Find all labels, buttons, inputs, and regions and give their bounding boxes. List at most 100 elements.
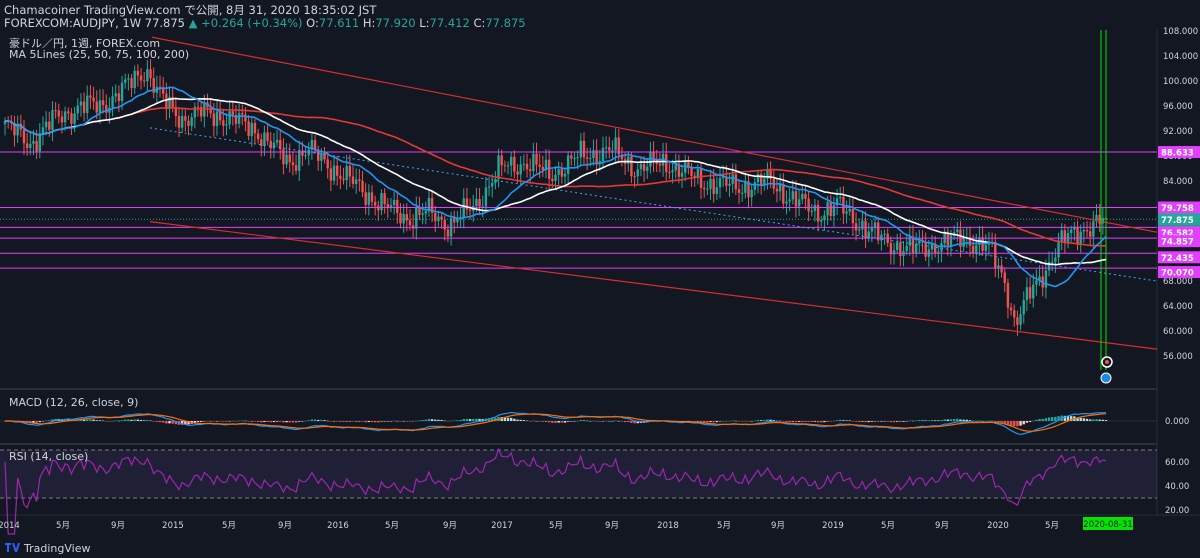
macd-histogram-bar [864,421,867,423]
macd-histogram-bar [1022,421,1025,425]
candle [766,162,769,190]
candle [377,200,380,221]
macd-histogram-bar [522,420,526,421]
macd-histogram-bar [399,421,402,422]
macd-histogram-bar [475,418,478,421]
candle [275,129,279,147]
macd-histogram-bar [1016,421,1019,427]
time-tick-label: 5月 [549,521,563,531]
candle [105,94,108,119]
macd-histogram-bar [994,421,997,422]
candle [516,164,519,183]
candle [120,75,124,110]
macd-histogram-bar [914,420,918,421]
rsi-tick-label: 20.00 [1165,506,1189,516]
candle [158,75,162,98]
candle [990,232,994,248]
candle [149,59,152,88]
macd-histogram-bar [459,420,462,421]
candle [1054,248,1057,273]
macd-histogram-bar [304,420,307,422]
macd-histogram-bar [813,421,817,422]
candle [782,173,785,209]
macd-histogram-bar [133,419,136,421]
candle [1019,306,1022,331]
macd-histogram-bar [532,420,535,422]
macd-histogram-bar [886,421,889,422]
candle [658,152,662,173]
price-badge-label: 77.875 [1161,216,1194,226]
symbol-name[interactable]: FOREXCOM:AUDJPY, 1W [4,16,142,30]
candle [41,116,45,146]
candle [560,162,564,184]
time-badge: 2020-08-31 [1083,517,1133,530]
macd-histogram-bar [491,418,494,421]
price-badge: 88.633 [1158,146,1200,159]
candle [29,132,32,156]
price-tick-label: 56.000 [1163,352,1193,362]
macd-histogram-bar [193,421,197,423]
macd-histogram-bar [38,421,42,423]
macd-histogram-bar [364,421,367,423]
macd-histogram-bar [927,420,931,421]
candle [687,155,690,175]
macd-histogram-bar [582,420,586,421]
candle [532,142,535,178]
macd-histogram-bar [826,421,829,422]
macd-histogram-bar [127,419,130,421]
macd-histogram-bar [449,420,453,422]
candle [595,139,598,175]
macd-histogram-bar [1088,419,1092,421]
candle [117,85,121,113]
candle [79,93,83,117]
ma-legend[interactable]: MA 5Lines (25, 50, 75, 100, 200) [9,48,190,61]
macd-histogram-bar [411,421,415,422]
macd-histogram-bar [241,420,244,422]
macd-histogram-bar [1032,420,1035,422]
macd-legend[interactable]: MACD (12, 26, close, 9) [9,396,139,409]
macd-histogram-bar [294,421,298,423]
candle [940,237,943,263]
candle [332,156,336,185]
candle [573,152,576,167]
macd-histogram-bar [516,419,519,421]
macd-histogram-bar [816,421,820,423]
candle [139,68,143,90]
candle [1101,206,1105,235]
price-tick-label: 68.000 [1163,277,1193,287]
candle [500,149,503,177]
candle [6,116,10,129]
macd-histogram-bar [873,421,877,422]
rsi-legend[interactable]: RSI (14, close) [9,450,89,463]
candle [557,161,560,187]
macd-histogram-bar [35,421,38,423]
candle [298,140,301,181]
candlestick-series [3,59,1108,336]
candle [209,97,212,119]
macd-histogram-bar [272,421,276,423]
macd-histogram-bar [199,421,203,422]
candle [636,163,639,185]
macd-histogram-bar [405,421,409,422]
candle [1013,304,1016,327]
candle [54,102,57,119]
candle [971,234,975,258]
candle [1082,222,1086,243]
candle [326,152,329,179]
price-badge: 72.435 [1158,251,1200,264]
macd-histogram-bar [310,419,314,421]
candle [497,148,500,188]
macd-histogram-bar [1000,421,1003,423]
candle [1092,210,1095,248]
candle [877,216,880,245]
candle [184,109,187,132]
candle [313,135,317,154]
macd-histogram-bar [712,421,715,423]
candle [424,201,427,225]
macd-histogram-bar [320,419,323,421]
brand[interactable]: TradingView [4,541,90,556]
macd-histogram-bar [854,421,858,422]
instrument-legend[interactable]: 豪ドル／円, 1週, FOREX.com [9,37,161,50]
macd-histogram-bar [63,419,67,421]
